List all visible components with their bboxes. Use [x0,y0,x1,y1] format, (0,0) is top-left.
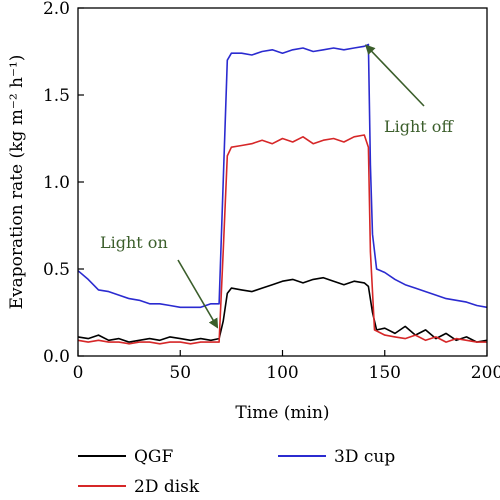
x-axis-title: Time (min) [235,403,329,423]
annotation-label: Light off [384,117,454,136]
annotation-arrow [177,259,219,329]
legend: QGF 2D disk 3D cup [78,447,395,497]
series-line-qgf [77,276,488,343]
y-tick-label: 1.5 [43,86,70,106]
annotation-layer: Light on Light off [100,44,454,329]
x-tick-label: 200 [471,363,500,383]
x-tick-label: 0 [73,363,84,383]
series-layer [77,43,488,345]
y-tick-label: 0.5 [43,260,70,280]
x-tick-label: 50 [169,363,191,383]
tick-layer: 0 50 100 150 200 0.0 0.5 1.0 1.5 2.0 [43,0,500,383]
legend-label: 3D cup [334,447,395,467]
x-tick-label: 100 [266,363,298,383]
x-tick-label: 150 [369,363,401,383]
annotation-label: Light on [100,233,168,252]
plot-frame [77,7,488,357]
series-line-2d-disk [77,134,487,345]
y-tick-label: 0.0 [43,347,70,367]
legend-label: 2D disk [134,477,200,497]
annotation-arrow [365,44,425,107]
y-axis-title: Evaporation rate (kg m⁻² h⁻¹) [7,55,27,310]
y-tick-label: 1.0 [43,173,70,193]
y-tick-label: 2.0 [43,0,70,19]
legend-label: QGF [134,447,174,467]
series-line-3d-cup [77,43,488,309]
